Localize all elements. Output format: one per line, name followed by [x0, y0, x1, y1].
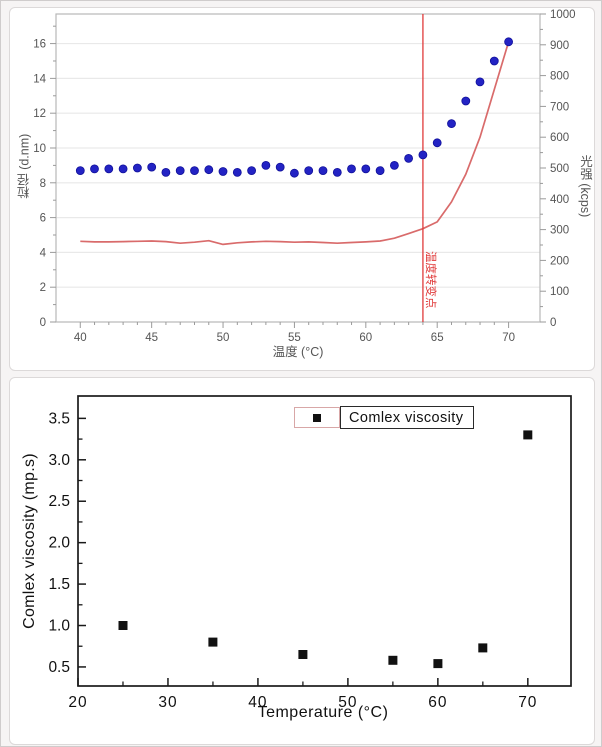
x-tick-label: 50	[217, 332, 230, 344]
x-tick-label: 70	[518, 694, 537, 711]
left-tick-label: 8	[40, 178, 46, 190]
particle-size-point	[347, 164, 356, 174]
left-tick-label: 10	[33, 143, 46, 155]
particle-size-point	[318, 166, 328, 176]
x-tick-label: 45	[145, 332, 158, 344]
top-chart-canvas: 40 45 50 55 60 65 7002468101214160100200300400…	[33, 9, 576, 344]
particle-size-chart-panel: 40 45 50 55 60 65 70 0 2 4 6 8 10 12 14 16 0 100 200 300 400…	[9, 7, 595, 371]
y-tick-label: 0.5	[48, 659, 70, 676]
left-tick-label: 14	[33, 73, 46, 85]
viscosity-point	[208, 637, 218, 647]
y-tick-label: 1.5	[48, 576, 70, 593]
particle-size-point	[104, 164, 114, 174]
viscosity-point	[298, 650, 308, 659]
legend-marker-box	[294, 407, 340, 428]
right-tick-label: 700	[550, 101, 569, 113]
y-tick-label: 2.5	[48, 493, 70, 510]
legend-label: Comlex viscosity	[340, 406, 475, 429]
right-tick-label: 400	[550, 194, 569, 206]
particle-size-point	[147, 162, 157, 172]
y-tick-label: 2.0	[48, 535, 70, 552]
legend: Comlex viscosity	[294, 406, 475, 429]
viscosity-chart-panel: 20 30 40 50 60 70 0.5 1.0 1.5 2.0 2.5 3.0 3.5 Comlex…	[9, 377, 595, 745]
particle-size-point	[504, 37, 514, 47]
particle-size-point	[289, 168, 299, 178]
particle-size-point	[432, 138, 442, 148]
legend-square-marker-icon	[313, 413, 321, 422]
transition-annotation-label: 温度转变点	[424, 251, 438, 309]
right-tick-label: 300	[550, 225, 569, 237]
particle-size-point	[161, 167, 171, 177]
right-tick-label: 600	[550, 132, 569, 144]
particle-size-point	[447, 119, 456, 128]
bottom-chart-canvas: 20 30 40 50 60 70 0.5 1.0 1.5 2.0 2.5 3.0 3.5	[48, 395, 572, 711]
top-right-y-axis-title: 光强 (kcps)	[578, 154, 592, 218]
bottom-x-axis-title: Temperature (°C)	[257, 704, 389, 721]
y-tick-label: 1.0	[48, 618, 70, 635]
particle-size-point	[190, 166, 199, 176]
particle-size-point	[404, 153, 414, 163]
x-tick-label: 55	[288, 332, 301, 344]
x-tick-label: 50	[338, 694, 357, 711]
left-tick-label: 12	[33, 108, 46, 120]
right-tick-label: 0	[550, 317, 556, 329]
particle-size-point	[247, 166, 257, 176]
right-tick-label: 800	[550, 71, 569, 83]
particle-size-point	[204, 165, 214, 175]
right-tick-label: 500	[550, 163, 569, 175]
x-tick-label: 40	[248, 694, 267, 711]
particle-size-point	[175, 166, 185, 176]
particle-size-point	[375, 166, 385, 176]
particle-size-point	[275, 162, 285, 172]
x-tick-label: 40	[74, 332, 87, 344]
left-tick-label: 16	[33, 39, 46, 51]
x-tick-label: 70	[502, 332, 515, 344]
particle-size-point	[261, 160, 271, 170]
particle-size-point	[218, 167, 228, 176]
particle-size-point	[332, 167, 342, 177]
particle-size-point	[461, 96, 471, 106]
particle-size-point	[304, 166, 314, 176]
particle-size-point	[418, 150, 428, 160]
particle-size-point	[118, 164, 128, 174]
top-left-y-axis-title: 粒径 (d.nm)	[17, 133, 32, 199]
x-tick-label: 65	[431, 332, 444, 344]
left-tick-label: 6	[40, 213, 46, 225]
y-tick-label: 3.5	[48, 410, 70, 427]
viscosity-point	[523, 430, 533, 440]
right-tick-label: 1000	[550, 9, 576, 21]
viscosity-point	[433, 659, 443, 669]
particle-size-point	[232, 167, 242, 177]
x-tick-label: 30	[158, 694, 177, 711]
right-tick-label: 900	[550, 40, 569, 52]
light-intensity-line	[80, 41, 510, 246]
bottom-y-axis-title: Comlex viscosity (mp.s)	[21, 453, 38, 629]
top-x-axis-title: 温度 (°C)	[272, 345, 324, 359]
right-tick-label: 100	[550, 286, 569, 298]
particle-size-point	[475, 77, 485, 87]
right-tick-label: 200	[550, 255, 569, 267]
viscosity-point	[388, 655, 398, 665]
left-tick-label: 4	[40, 247, 47, 259]
viscosity-point	[478, 643, 488, 653]
left-tick-label: 2	[40, 282, 46, 294]
particle-size-point	[133, 163, 142, 173]
plot-frame	[77, 395, 572, 687]
particle-size-point	[489, 56, 499, 66]
particle-size-point	[75, 166, 85, 176]
viscosity-point	[118, 621, 128, 630]
left-tick-label: 0	[40, 317, 46, 329]
x-tick-label: 60	[359, 332, 372, 344]
y-tick-label: 3.0	[48, 452, 70, 469]
x-tick-label: 20	[68, 694, 87, 711]
x-tick-label: 60	[428, 694, 447, 711]
particle-size-point	[361, 164, 371, 174]
particle-size-point	[389, 160, 399, 170]
particle-size-point	[90, 164, 99, 174]
